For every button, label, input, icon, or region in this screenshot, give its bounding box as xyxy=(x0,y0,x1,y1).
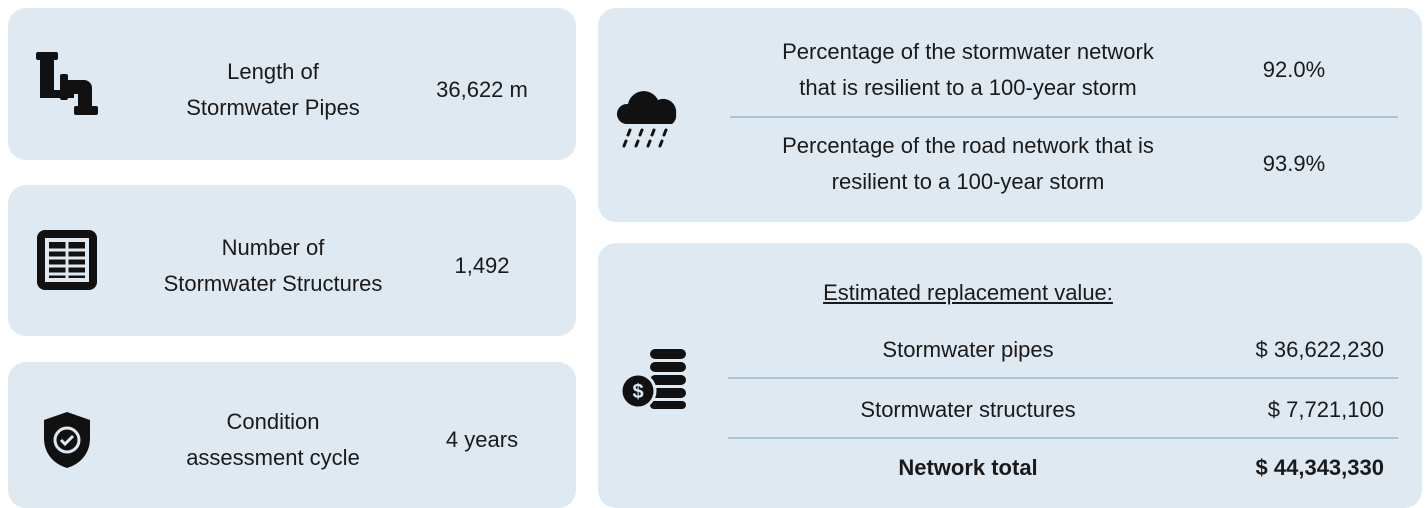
replacement-label: Stormwater structures xyxy=(860,397,1076,422)
divider xyxy=(728,377,1398,379)
divider xyxy=(730,116,1398,118)
card-label: Length of xyxy=(227,59,319,84)
svg-text:$: $ xyxy=(632,381,643,403)
card-label: assessment cycle xyxy=(186,445,360,470)
card xyxy=(598,8,1422,222)
card-value: 4 years xyxy=(445,427,519,452)
card-label: Stormwater Structures xyxy=(163,271,383,296)
card-label: Stormwater Pipes xyxy=(186,95,360,120)
total-value: $ 44,343,330 xyxy=(1255,455,1384,480)
card xyxy=(8,185,576,336)
resilience-label: resilient to a 100-year storm xyxy=(831,169,1105,194)
replacement-value: $ 7,721,100 xyxy=(1267,397,1384,422)
resilience-label: that is resilient to a 100-year storm xyxy=(799,75,1137,100)
card xyxy=(8,362,576,508)
money-icon: $ xyxy=(619,349,686,410)
resilience-value: 93.9% xyxy=(1262,151,1326,176)
total-label: Network total xyxy=(898,455,1038,480)
replacement-value: $ 36,622,230 xyxy=(1255,337,1384,362)
card-label: Number of xyxy=(221,235,325,260)
pipe-icon xyxy=(36,52,98,115)
resilience-value: 92.0% xyxy=(1262,57,1326,82)
replacement-label: Stormwater pipes xyxy=(882,337,1054,362)
divider xyxy=(728,437,1398,439)
resilience-label: Percentage of the road network that is xyxy=(782,133,1154,158)
card-value: 36,622 m xyxy=(436,77,528,102)
rain-icon xyxy=(616,91,677,148)
card-label: Condition xyxy=(226,409,320,434)
shield-icon xyxy=(44,412,90,468)
replacement-heading: Estimated replacement value: xyxy=(823,280,1113,305)
card xyxy=(8,8,576,160)
card-value: 1,492 xyxy=(454,253,510,278)
resilience-label: Percentage of the stormwater network xyxy=(782,39,1154,64)
structure-icon xyxy=(37,230,97,290)
card xyxy=(598,243,1422,508)
